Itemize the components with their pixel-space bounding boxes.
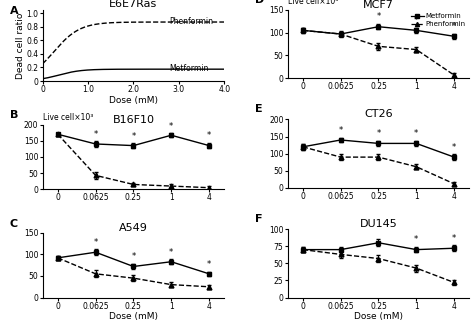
Text: Live cell×10³: Live cell×10³: [43, 113, 93, 122]
Text: *: *: [131, 252, 136, 261]
Title: E6E7Ras: E6E7Ras: [109, 0, 157, 9]
Text: Metformin: Metformin: [170, 64, 209, 73]
Text: C: C: [10, 218, 18, 229]
Legend: Metformin, Phenformin: Metformin, Phenformin: [411, 13, 466, 27]
Text: *: *: [452, 143, 456, 152]
Text: *: *: [452, 22, 456, 31]
Title: CT26: CT26: [364, 110, 393, 119]
Text: *: *: [207, 131, 211, 140]
Text: E: E: [255, 104, 263, 114]
Text: F: F: [255, 214, 263, 224]
Text: *: *: [338, 126, 343, 135]
X-axis label: Dose (mM): Dose (mM): [109, 312, 158, 321]
Title: MCF7: MCF7: [363, 0, 394, 10]
Text: *: *: [414, 235, 419, 244]
Title: DU145: DU145: [360, 219, 397, 229]
Title: B16F10: B16F10: [112, 114, 155, 125]
X-axis label: Dose (mM): Dose (mM): [354, 312, 403, 321]
Text: *: *: [376, 12, 381, 21]
Text: *: *: [414, 16, 419, 25]
Text: *: *: [169, 122, 173, 131]
Y-axis label: Dead cell ratio: Dead cell ratio: [16, 12, 25, 78]
Title: A549: A549: [119, 223, 148, 233]
X-axis label: Dose (mM): Dose (mM): [109, 95, 158, 105]
Text: *: *: [131, 132, 136, 141]
Text: *: *: [207, 260, 211, 269]
Text: *: *: [414, 129, 419, 138]
Text: B: B: [10, 110, 18, 120]
Text: *: *: [376, 129, 381, 138]
Text: *: *: [93, 130, 98, 139]
Text: D: D: [255, 0, 264, 5]
Text: *: *: [169, 248, 173, 257]
Text: A: A: [10, 6, 18, 16]
Text: Live cell×10³: Live cell×10³: [288, 0, 338, 7]
Text: *: *: [93, 238, 98, 247]
Text: Phenformin: Phenformin: [170, 17, 214, 26]
Text: *: *: [452, 234, 456, 243]
